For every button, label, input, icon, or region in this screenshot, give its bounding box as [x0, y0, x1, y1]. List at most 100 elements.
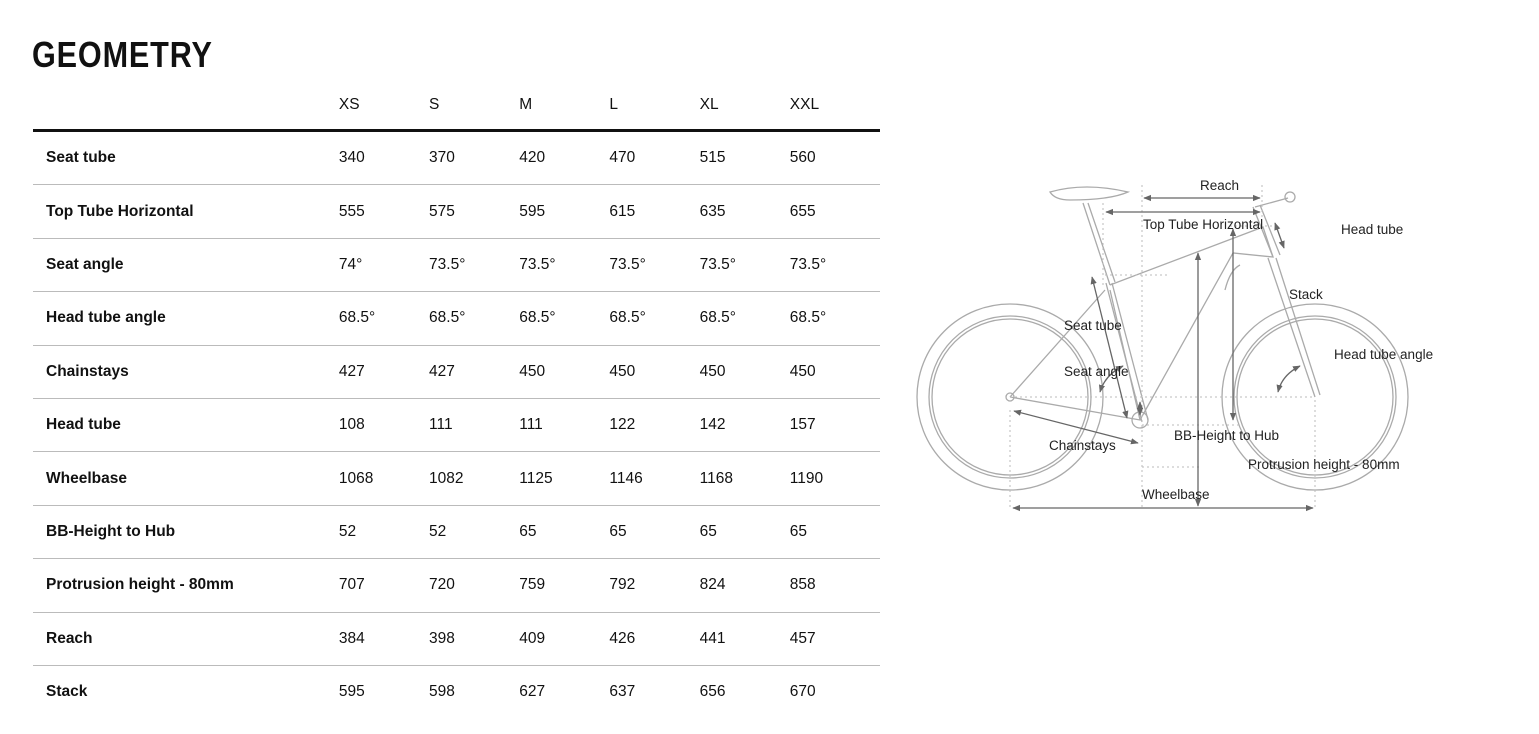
- row-label: Top Tube Horizontal: [33, 184, 339, 239]
- cell-value: 1068: [338, 451, 430, 506]
- cell-value: 427: [338, 345, 430, 399]
- cell-value: 68.5°: [338, 291, 430, 346]
- cell-value: 74°: [338, 238, 430, 293]
- row-label: Protrusion height - 80mm: [33, 558, 339, 613]
- cell-value: 398: [429, 612, 520, 666]
- table-row: Stack 595 598 627 637 656 670: [33, 665, 880, 718]
- cell-value: 68.5°: [519, 291, 610, 346]
- cell-value: 656: [699, 683, 726, 701]
- label-top-tube: Top Tube Horizontal: [1143, 217, 1264, 232]
- cell-value: 73.5°: [609, 238, 700, 293]
- label-seat-tube: Seat tube: [1064, 318, 1122, 333]
- cell-value: 370: [429, 130, 520, 186]
- cell-value: 637: [609, 683, 636, 701]
- cell-value: 792: [609, 558, 700, 613]
- cell-value: 858: [789, 558, 880, 613]
- size-header-xl: XL: [699, 80, 790, 132]
- dimension-arrows: [1012, 194, 1314, 512]
- cell-value: 450: [609, 345, 700, 399]
- label-seat-angle: Seat angle: [1064, 364, 1129, 379]
- cell-value: 457: [789, 612, 880, 666]
- size-header-s: S: [429, 80, 520, 132]
- cell-value: 73.5°: [519, 238, 610, 293]
- table-row: Seat angle 74° 73.5° 73.5° 73.5° 73.5° 73.5°: [33, 238, 880, 293]
- cell-value: 441: [699, 612, 790, 666]
- cell-value: 427: [429, 345, 520, 399]
- cell-value: 340: [338, 130, 430, 186]
- cell-value: 68.5°: [429, 291, 520, 346]
- table-row: Head tube 108 111 111 122 142 157: [33, 398, 880, 453]
- cell-value: 52: [429, 505, 520, 560]
- label-reach: Reach: [1200, 178, 1240, 193]
- cell-value: 108: [338, 398, 430, 453]
- row-label: Seat tube: [33, 130, 339, 186]
- geometry-table: XS S M L XL XXL Seat tube 340 370 420 470 515 560 To…: [33, 80, 880, 718]
- size-header-xxl: XXL: [789, 80, 880, 132]
- cell-value: 52: [338, 505, 430, 560]
- cell-value: 707: [338, 558, 430, 613]
- cell-value: 515: [699, 130, 790, 186]
- label-protrusion: Protrusion height - 80mm: [1248, 457, 1400, 472]
- row-label: Seat angle: [33, 238, 339, 293]
- cell-value: 555: [338, 184, 430, 239]
- label-bb-height: BB-Height to Hub: [1174, 428, 1280, 443]
- size-header-xs: XS: [338, 80, 430, 132]
- table-row: Wheelbase 1068 1082 1125 1146 1168 1190: [33, 451, 880, 506]
- bike-geometry-diagram: [916, 185, 1409, 512]
- cell-value: 595: [338, 683, 365, 701]
- cell-value: 426: [609, 612, 700, 666]
- cell-value: 420: [519, 130, 610, 186]
- cell-value: 122: [609, 398, 700, 453]
- cell-value: 1168: [699, 451, 790, 506]
- cell-value: 575: [429, 184, 520, 239]
- table-row: Chainstays 427 427 450 450 450 450: [33, 345, 880, 399]
- cell-value: 142: [699, 398, 790, 453]
- size-header-m: M: [519, 80, 610, 132]
- cell-value: 450: [519, 345, 610, 399]
- cell-value: 73.5°: [789, 238, 880, 293]
- cell-value: 65: [519, 505, 610, 560]
- table-row: Protrusion height - 80mm 707 720 759 792 824 8…: [33, 558, 880, 613]
- cell-value: 384: [338, 612, 430, 666]
- cell-value: 1125: [519, 451, 610, 506]
- cell-value: 68.5°: [699, 291, 790, 346]
- cell-value: 65: [609, 505, 700, 560]
- page-title: GEOMETRY: [32, 34, 213, 75]
- cell-value: 68.5°: [789, 291, 880, 346]
- row-label: Head tube angle: [33, 291, 339, 346]
- cell-value: 635: [699, 184, 790, 239]
- cell-value: 560: [789, 130, 880, 186]
- cell-value: 615: [609, 184, 700, 239]
- cell-value: 68.5°: [609, 291, 700, 346]
- cell-value: 595: [519, 184, 610, 239]
- row-label: Reach: [33, 612, 339, 666]
- label-head-tube: Head tube: [1341, 222, 1404, 237]
- cell-value: 450: [699, 345, 790, 399]
- cell-value: 720: [429, 558, 520, 613]
- cell-value: 824: [699, 558, 790, 613]
- cell-value: 1146: [609, 451, 700, 506]
- guide-lines: [1009, 185, 1316, 510]
- size-header-l: L: [609, 80, 700, 132]
- table-row: BB-Height to Hub 52 52 65 65 65 65: [33, 505, 880, 560]
- cell-value: 73.5°: [699, 238, 790, 293]
- cell-value: 655: [789, 184, 880, 239]
- row-label: Stack: [46, 683, 88, 701]
- table-row: Reach 384 398 409 426 441 457: [33, 612, 880, 666]
- cell-value: 73.5°: [429, 238, 520, 293]
- row-label: BB-Height to Hub: [33, 505, 339, 560]
- label-wheelbase: Wheelbase: [1142, 487, 1210, 502]
- table-row: Head tube angle 68.5° 68.5° 68.5° 68.5° 68.5°…: [33, 291, 880, 346]
- row-label: Head tube: [33, 398, 339, 453]
- cell-value: 598: [429, 683, 455, 701]
- cell-value: 65: [789, 505, 880, 560]
- row-label: Wheelbase: [33, 451, 339, 506]
- cell-value: 65: [699, 505, 790, 560]
- label-chainstays: Chainstays: [1049, 438, 1116, 453]
- cell-value: 409: [519, 612, 610, 666]
- cell-value: 759: [519, 558, 610, 613]
- label-stack: Stack: [1289, 287, 1323, 302]
- cell-value: 627: [519, 683, 546, 701]
- corner-cell: [33, 80, 339, 132]
- cell-value: 1190: [789, 451, 880, 506]
